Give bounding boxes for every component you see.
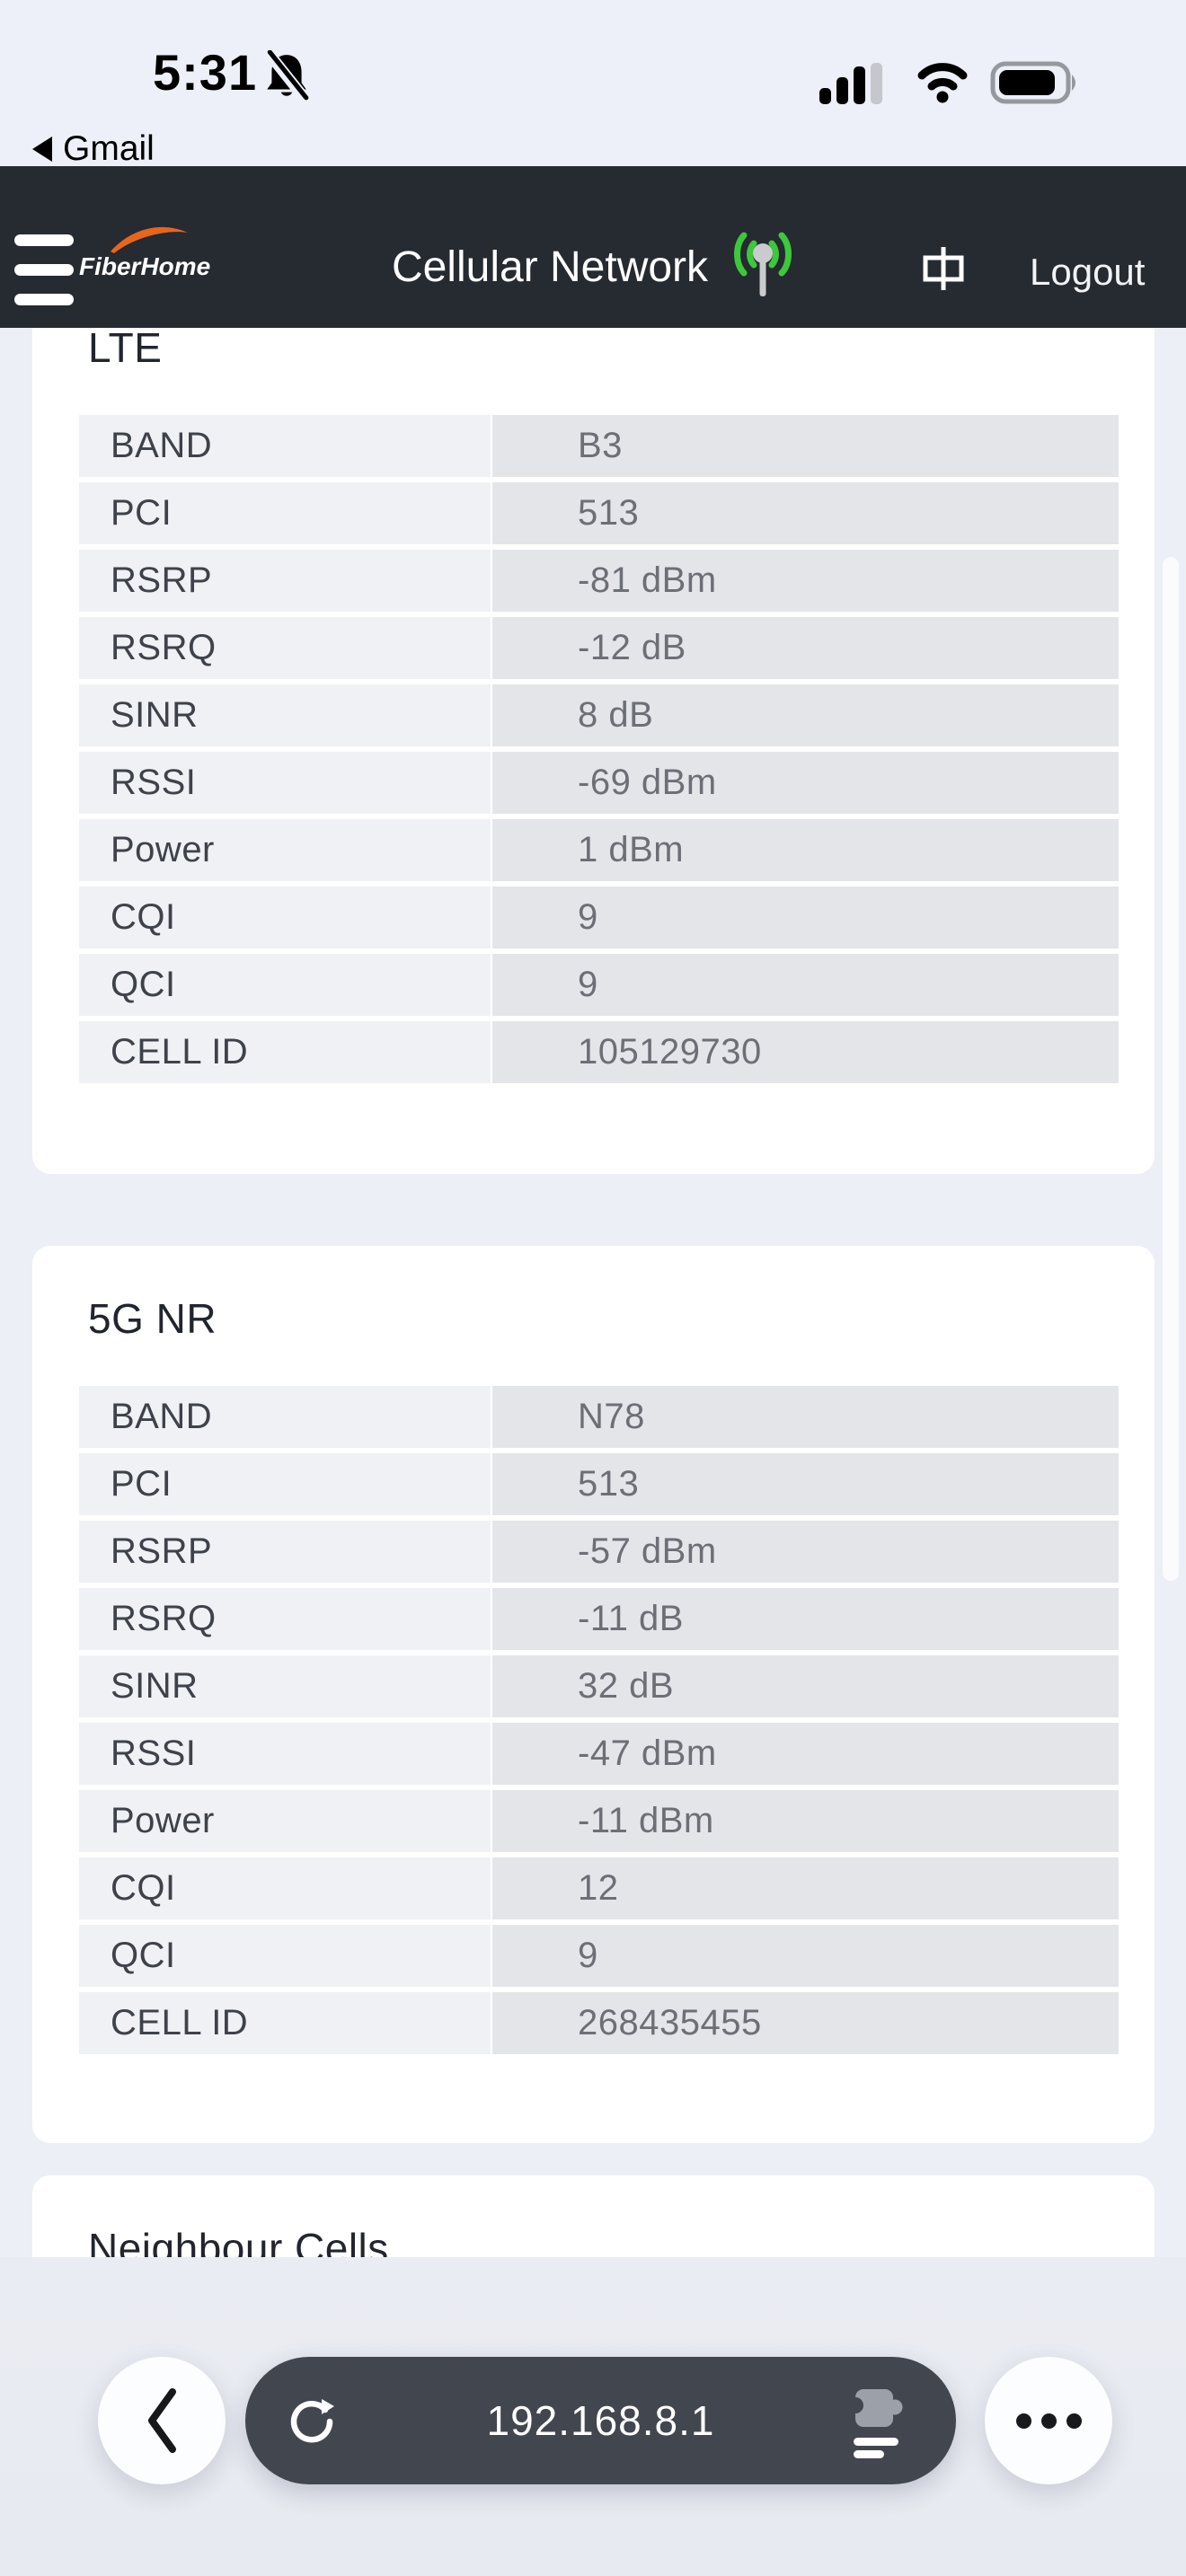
table-row: Power 1 dBm xyxy=(79,819,1119,881)
row-value: -57 dBm xyxy=(492,1521,1119,1583)
row-value: -12 dB xyxy=(492,617,1119,679)
row-value: 8 dB xyxy=(492,684,1119,746)
table-row: QCI 9 xyxy=(79,1925,1119,1987)
row-value: 1 dBm xyxy=(492,819,1119,881)
row-label: CELL ID xyxy=(79,1021,492,1083)
row-label: RSRP xyxy=(79,1521,492,1583)
table-row: PCI 513 xyxy=(79,1453,1119,1515)
language-toggle-zhong[interactable] xyxy=(918,243,969,294)
table-row: CQI 9 xyxy=(79,887,1119,948)
nr5g-section-card: 5G NR BAND N78 PCI 513 RSRP -57 dBm RSRQ -11… xyxy=(32,1246,1155,2143)
row-label: RSRQ xyxy=(79,1588,492,1650)
row-value: 9 xyxy=(492,1925,1119,1987)
lte-table: BAND B3 PCI 513 RSRP -81 dBm RSRQ -12 dB SIN… xyxy=(79,415,1119,1083)
logo-swoosh-icon xyxy=(108,222,190,259)
battery-icon xyxy=(990,61,1080,109)
row-value: -11 dBm xyxy=(492,1790,1119,1852)
row-value: 268435455 xyxy=(492,1992,1119,2054)
row-label: SINR xyxy=(79,1655,492,1717)
row-value: -81 dBm xyxy=(492,550,1119,612)
nr5g-table: BAND N78 PCI 513 RSRP -57 dBm RSRQ -11 dB SI… xyxy=(79,1386,1119,2054)
row-label: RSSI xyxy=(79,752,492,814)
brand-name: FiberHome xyxy=(79,252,211,280)
row-label: BAND xyxy=(79,415,492,477)
table-row: RSRP -81 dBm xyxy=(79,550,1119,612)
wifi-icon xyxy=(913,57,972,109)
row-label: RSRQ xyxy=(79,617,492,679)
table-row: CELL ID 268435455 xyxy=(79,1992,1119,2054)
table-row: BAND N78 xyxy=(79,1386,1119,1448)
table-row: RSRQ -12 dB xyxy=(79,617,1119,679)
row-value: B3 xyxy=(492,415,1119,477)
row-value: 513 xyxy=(492,482,1119,544)
row-label: PCI xyxy=(79,1453,492,1515)
table-row: CQI 12 xyxy=(79,1857,1119,1919)
header-title-group: Cellular Network xyxy=(0,166,1186,328)
row-label: CELL ID xyxy=(79,1992,492,2054)
browser-more-button[interactable] xyxy=(985,2357,1112,2484)
row-label: Power xyxy=(79,1790,492,1852)
back-triangle-icon xyxy=(32,137,52,162)
row-value: 9 xyxy=(492,887,1119,948)
ios-status-bar: 5:31 Gmail xyxy=(0,0,1186,169)
app-header: FiberHome Cellular Network Logout xyxy=(0,166,1186,328)
url-text: 192.168.8.1 xyxy=(486,2397,715,2444)
table-row: Power -11 dBm xyxy=(79,1790,1119,1852)
row-label: PCI xyxy=(79,482,492,544)
row-value: 9 xyxy=(492,954,1119,1016)
back-to-previous-app[interactable]: Gmail xyxy=(32,129,155,169)
antenna-signal-icon xyxy=(731,230,794,304)
hamburger-icon xyxy=(14,234,74,246)
table-row: RSSI -47 dBm xyxy=(79,1723,1119,1785)
menu-button[interactable] xyxy=(14,234,74,305)
table-row: SINR 32 dB xyxy=(79,1655,1119,1717)
back-app-label: Gmail xyxy=(63,129,155,168)
row-label: CQI xyxy=(79,887,492,948)
cellular-signal-icon xyxy=(819,52,895,109)
table-row: RSRP -57 dBm xyxy=(79,1521,1119,1583)
table-row: SINR 8 dB xyxy=(79,684,1119,746)
table-row: PCI 513 xyxy=(79,482,1119,544)
row-label: CQI xyxy=(79,1857,492,1919)
row-label: RSRP xyxy=(79,550,492,612)
reload-icon[interactable] xyxy=(287,2396,337,2451)
row-value: N78 xyxy=(492,1386,1119,1448)
row-value: -69 dBm xyxy=(492,752,1119,814)
scrollbar[interactable] xyxy=(1163,557,1179,1581)
row-label: RSSI xyxy=(79,1723,492,1785)
row-label: Power xyxy=(79,819,492,881)
clock-label: 5:31 xyxy=(153,44,258,101)
page-title: Cellular Network xyxy=(391,243,709,291)
nr5g-section-title: 5G NR xyxy=(88,1295,217,1342)
extensions-icon[interactable] xyxy=(847,2384,904,2464)
logout-button[interactable]: Logout xyxy=(1030,251,1146,293)
ellipsis-icon xyxy=(1015,2413,1082,2429)
row-value: 105129730 xyxy=(492,1021,1119,1083)
row-value: 513 xyxy=(492,1453,1119,1515)
table-row: RSSI -69 dBm xyxy=(79,752,1119,814)
table-row: QCI 9 xyxy=(79,954,1119,1016)
lte-section-card: LTE BAND B3 PCI 513 RSRP -81 dBm RSRQ -12 dB… xyxy=(32,275,1155,1174)
brand-logo: FiberHome xyxy=(77,220,221,301)
row-label: SINR xyxy=(79,684,492,746)
row-label: BAND xyxy=(79,1386,492,1448)
table-row: CELL ID 105129730 xyxy=(79,1021,1119,1083)
browser-toolbar: 192.168.8.1 xyxy=(0,2257,1186,2576)
url-bar[interactable]: 192.168.8.1 xyxy=(245,2357,956,2484)
row-value: 12 xyxy=(492,1857,1119,1919)
row-value: -47 dBm xyxy=(492,1723,1119,1785)
browser-back-button[interactable] xyxy=(98,2357,226,2484)
row-value: -11 dB xyxy=(492,1588,1119,1650)
row-label: QCI xyxy=(79,1925,492,1987)
table-row: BAND B3 xyxy=(79,415,1119,477)
row-value: 32 dB xyxy=(492,1655,1119,1717)
lte-section-title: LTE xyxy=(88,324,163,371)
status-icons xyxy=(819,52,1080,109)
row-label: QCI xyxy=(79,954,492,1016)
table-row: RSRQ -11 dB xyxy=(79,1588,1119,1650)
notifications-off-icon xyxy=(262,48,311,107)
chevron-left-icon xyxy=(148,2388,176,2453)
